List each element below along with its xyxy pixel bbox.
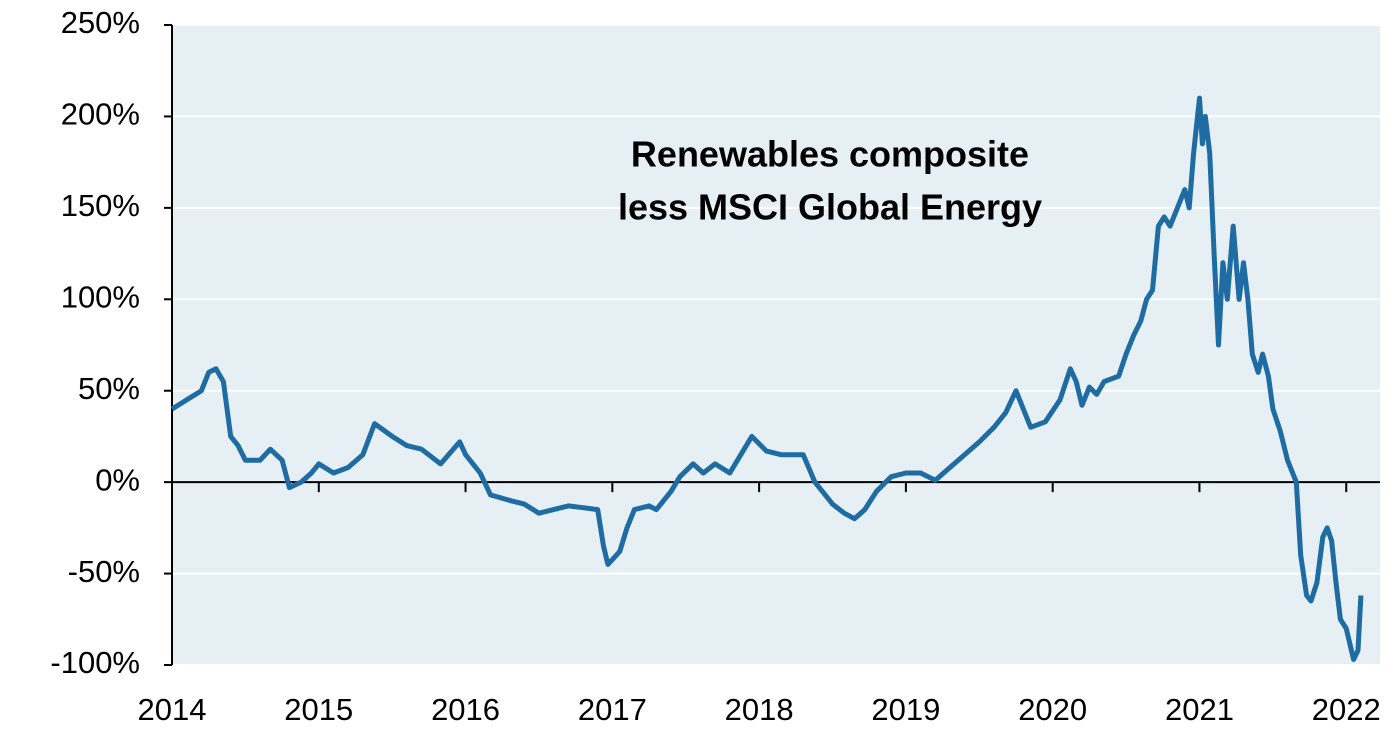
x-tick-label: 2018: [725, 692, 794, 727]
x-tick-label: 2016: [431, 692, 500, 727]
series-line: [170, 95, 1364, 662]
x-tick-label: 2022: [1312, 692, 1381, 727]
x-tick-label: 2019: [871, 692, 940, 727]
y-tick-label: -50%: [68, 554, 140, 589]
annotation: less MSCI Global Energy: [618, 187, 1042, 228]
y-tick-label: -100%: [50, 645, 140, 680]
y-tick-label: 50%: [78, 371, 140, 406]
x-tick-label: 2021: [1165, 692, 1234, 727]
x-tick-label: 2014: [138, 692, 207, 727]
y-tick-label: 200%: [61, 97, 140, 132]
y-tick-label: 0%: [95, 462, 140, 497]
plot-area: [172, 25, 1380, 665]
x-tick-label: 2015: [284, 692, 353, 727]
x-tick-label: 2017: [578, 692, 647, 727]
y-tick-label: 100%: [61, 279, 140, 314]
annotation: Renewables composite: [631, 134, 1029, 175]
y-tick-label: 250%: [61, 5, 140, 40]
y-tick-label: 150%: [61, 188, 140, 223]
x-tick-label: 2020: [1018, 692, 1087, 727]
